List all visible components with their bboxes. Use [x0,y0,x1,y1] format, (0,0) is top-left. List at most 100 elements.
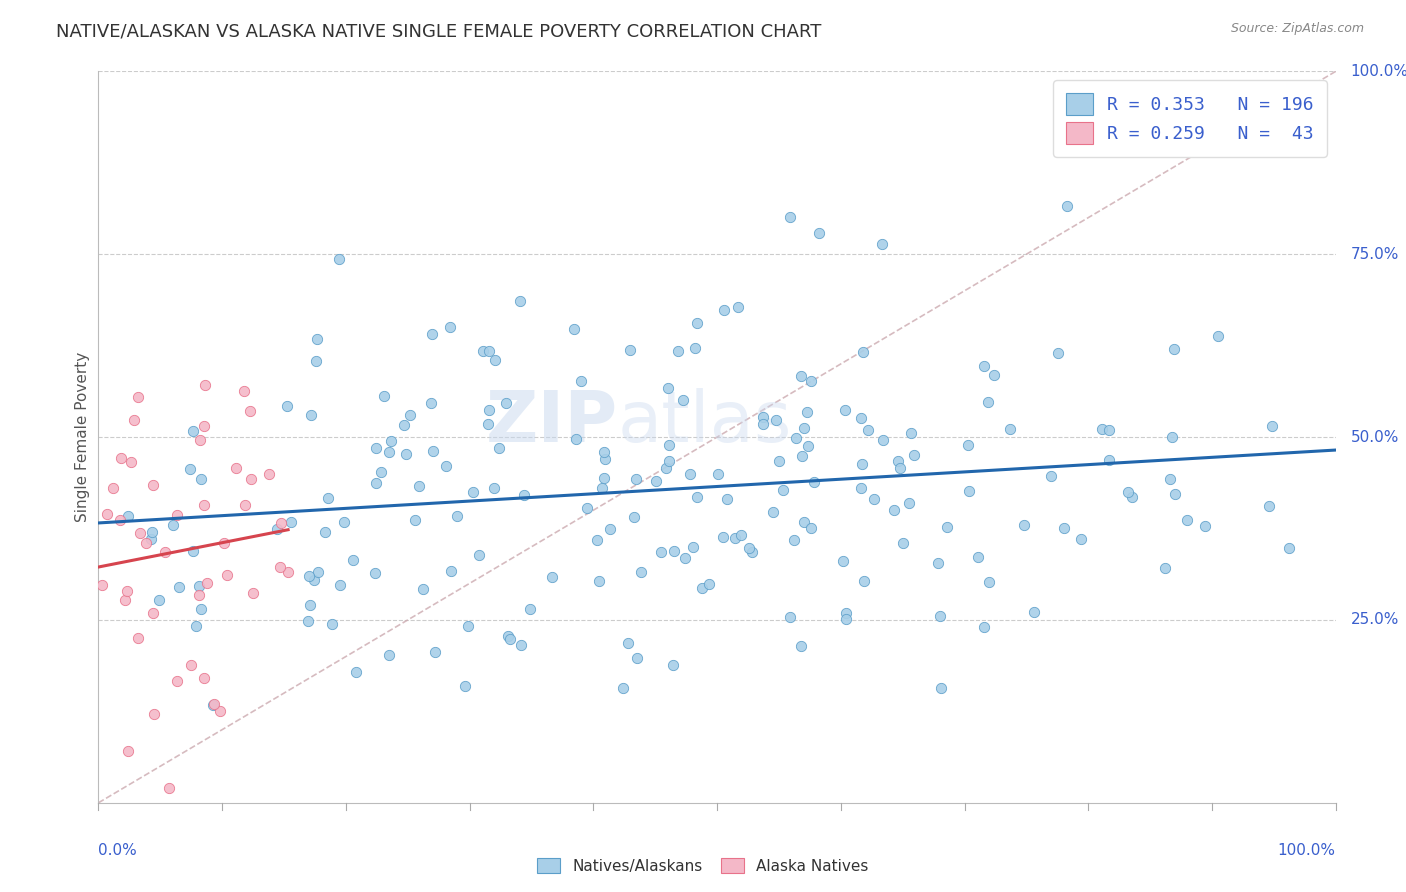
Point [779,610,801,624]
Point [1163,342,1185,356]
Point [378,445,401,459]
Point [685,316,707,330]
Point [269,559,291,574]
Point [998,421,1021,435]
Point [496,629,519,643]
Point [682,540,704,554]
Point [891,536,914,550]
Point [419,396,441,410]
Point [499,632,522,646]
Point [277,566,299,580]
Point [973,620,995,634]
Point [792,449,814,463]
Point [412,582,434,596]
Point [127,390,149,404]
Point [591,481,613,495]
Point [1012,517,1035,532]
Point [959,483,981,498]
Point [509,638,531,652]
Text: 75.0%: 75.0% [1351,247,1399,261]
Point [790,640,813,654]
Point [96,507,118,521]
Point [752,417,775,431]
Point [423,645,446,659]
Text: 50.0%: 50.0% [1351,430,1399,444]
Point [835,606,858,620]
Point [626,472,648,486]
Point [454,680,477,694]
Point [569,374,592,388]
Point [117,583,139,598]
Point [983,368,1005,382]
Point [779,210,801,224]
Point [800,521,823,535]
Point [190,602,212,616]
Point [1161,430,1184,444]
Point [194,377,217,392]
Point [790,369,813,384]
Point [141,525,163,540]
Point [706,467,728,481]
Point [117,744,139,758]
Point [929,681,952,695]
Point [927,556,949,570]
Point [575,500,598,515]
Point [673,551,696,566]
Point [889,461,911,475]
Point [592,445,614,459]
Point [321,616,343,631]
Point [900,425,922,440]
Legend: R = 0.353   N = 196, R = 0.259   N =  43: R = 0.353 N = 196, R = 0.259 N = 43 [1053,80,1327,157]
Point [190,472,212,486]
Point [1047,345,1070,359]
Point [977,574,1000,589]
Point [166,508,188,522]
Point [1053,521,1076,535]
Point [699,577,721,591]
Point [408,478,430,492]
Point [304,574,326,588]
Point [446,508,468,523]
Point [488,441,510,455]
Point [783,533,806,547]
Point [225,461,247,475]
Point [630,566,652,580]
Point [762,505,785,519]
Point [612,681,634,695]
Point [856,423,879,437]
Point [1177,513,1199,527]
Point [936,520,959,534]
Point [793,516,815,530]
Point [478,343,501,358]
Point [626,650,648,665]
Point [482,481,505,495]
Point [201,698,224,712]
Point [478,403,501,417]
Point [593,471,616,485]
Point [1261,419,1284,434]
Point [333,515,356,529]
Point [364,475,387,490]
Point [797,439,820,453]
Point [142,478,165,492]
Point [593,451,616,466]
Point [110,513,132,527]
Legend: Natives/Alaskans, Alaska Natives: Natives/Alaskans, Alaska Natives [531,852,875,880]
Point [187,588,209,602]
Point [666,343,689,358]
Point [886,453,908,467]
Point [280,515,302,529]
Point [851,457,873,471]
Point [120,454,142,468]
Point [967,550,990,565]
Point [364,566,387,580]
Point [645,474,668,488]
Point [765,413,787,427]
Point [835,612,858,626]
Point [395,447,418,461]
Point [468,548,491,562]
Point [1154,561,1177,575]
Point [800,374,823,388]
Text: 100.0%: 100.0% [1351,64,1406,78]
Point [785,431,807,445]
